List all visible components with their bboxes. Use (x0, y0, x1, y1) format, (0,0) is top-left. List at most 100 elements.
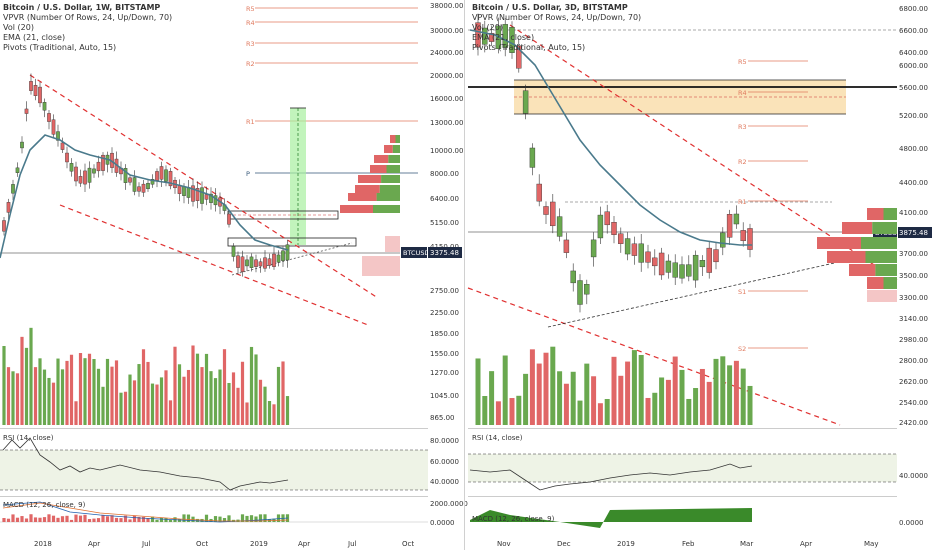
right-volume-bar (529, 349, 535, 425)
left-volume-bar (263, 386, 267, 425)
left-candle (209, 193, 213, 203)
left-time-tick: Jul (141, 540, 151, 548)
right-price-tick: 2800.00 (899, 357, 928, 365)
right-time-tick: May (864, 540, 878, 548)
left-macd-hist (42, 517, 47, 522)
left-volume-bar (272, 404, 276, 425)
right-vpvr-bar (865, 251, 897, 263)
left-pivot-label: P (246, 170, 250, 178)
left-macd-hist (213, 516, 218, 522)
left-volume-bar (20, 336, 24, 425)
right-vpvr-bar (883, 277, 897, 289)
left-volume-bar (87, 353, 92, 425)
left-volume-bar (128, 374, 132, 425)
right-candle (706, 247, 712, 273)
left-time-tick: Apr (88, 540, 100, 548)
left-macd-hist (159, 517, 164, 522)
left-volume-bar (218, 369, 222, 425)
left-macd-hist (92, 518, 96, 522)
right-price-tick: 6400.00 (899, 49, 928, 57)
left-volume-bar (173, 346, 177, 425)
right-candle (645, 251, 651, 263)
right-candle (740, 230, 746, 242)
left-volume-bar (240, 361, 245, 425)
left-volume-bar (200, 367, 204, 425)
left-price-tick: 2750.00 (430, 287, 459, 295)
left-macd-hist (204, 514, 209, 522)
left-volume-bar (11, 371, 15, 425)
left-time-tick: Oct (196, 540, 208, 548)
left-vpvr-bar (362, 256, 400, 276)
left-macd-hist (182, 514, 186, 522)
left-candle (191, 185, 195, 202)
right-price-tick: 4100.00 (899, 209, 928, 217)
right-volume-bar (550, 346, 556, 425)
right-pivot-label: S1 (738, 288, 746, 296)
right-candle (624, 238, 631, 255)
left-volume-bar (204, 353, 209, 425)
left-candle (2, 220, 6, 232)
right-volume-bar (495, 401, 501, 425)
left-price-tag-text: 3375.48 (430, 249, 459, 257)
left-price-tick: 38000.00 (430, 2, 463, 10)
left-macd-hist (20, 516, 24, 522)
right-candle (502, 24, 508, 48)
left-candle (258, 261, 263, 267)
left-vpvr-bar (348, 193, 377, 201)
left-volume-bar (222, 349, 227, 425)
left-vpvr-bar (392, 145, 400, 153)
left-indicator-vol: Vol (20) (3, 23, 34, 32)
right-legend: Bitcoin / U.S. Dollar, 3D, BITSTAMP VPVR… (472, 3, 641, 53)
left-time-tick: 2019 (250, 540, 268, 548)
left-candle (83, 170, 87, 185)
right-volume-bar (604, 399, 610, 425)
right-volume-bar (591, 376, 597, 425)
right-volume-bar (720, 356, 726, 425)
right-indicator-vpvr: VPVR (Number Of Rows, 24, Up/Down, 70) (472, 13, 642, 22)
left-macd-hist (155, 519, 159, 522)
right-candle (556, 216, 563, 237)
left-macd-hist (2, 518, 6, 522)
left-volume-bar (137, 364, 141, 425)
left-vpvr-bar (358, 175, 382, 183)
left-candle (69, 163, 74, 172)
left-macd-hist (11, 514, 15, 522)
right-candle (611, 222, 617, 235)
left-volume-bar (236, 387, 240, 425)
left-symbol-tag (401, 247, 427, 258)
right-price-tick: 4800.00 (899, 145, 928, 153)
panel-divider (464, 0, 465, 550)
left-macd-tick: 0.0000 (430, 519, 455, 527)
left-macd-hist (249, 515, 254, 522)
right-candle (679, 264, 685, 279)
left-candle (6, 202, 11, 213)
left-price-tick: 20000.00 (430, 72, 463, 80)
right-volume-bar (652, 392, 658, 425)
right-volume-bar (557, 371, 563, 425)
right-candle (590, 239, 597, 258)
right-candle (672, 262, 678, 278)
right-price-tick: 5200.00 (899, 112, 928, 120)
right-volume-bar (672, 356, 678, 425)
right-macd-sep (468, 496, 897, 497)
left-candle (74, 166, 78, 182)
left-macd-hist (168, 519, 173, 522)
right-time-tick: Dec (557, 540, 571, 548)
right-pivot-label: R3 (738, 123, 747, 131)
left-pivot-label: R4 (246, 19, 255, 27)
right-vpvr-bar (861, 237, 897, 249)
left-macd-hist (128, 519, 132, 522)
right-candle (543, 206, 549, 215)
left-macd-hist (6, 518, 11, 522)
right-price-tag (898, 227, 932, 238)
left-price-tick: 1045.00 (430, 392, 459, 400)
left-macd-hist (195, 518, 200, 522)
left-macd-hist (263, 514, 267, 522)
left-vpvr-bar (355, 185, 380, 193)
left-candle (227, 213, 231, 225)
right-candle (618, 233, 624, 244)
left-indicator-ema: EMA (21, close) (3, 33, 66, 42)
left-candle (56, 131, 60, 141)
left-rsi-sep (0, 428, 428, 429)
left-volume-bar (38, 358, 42, 425)
